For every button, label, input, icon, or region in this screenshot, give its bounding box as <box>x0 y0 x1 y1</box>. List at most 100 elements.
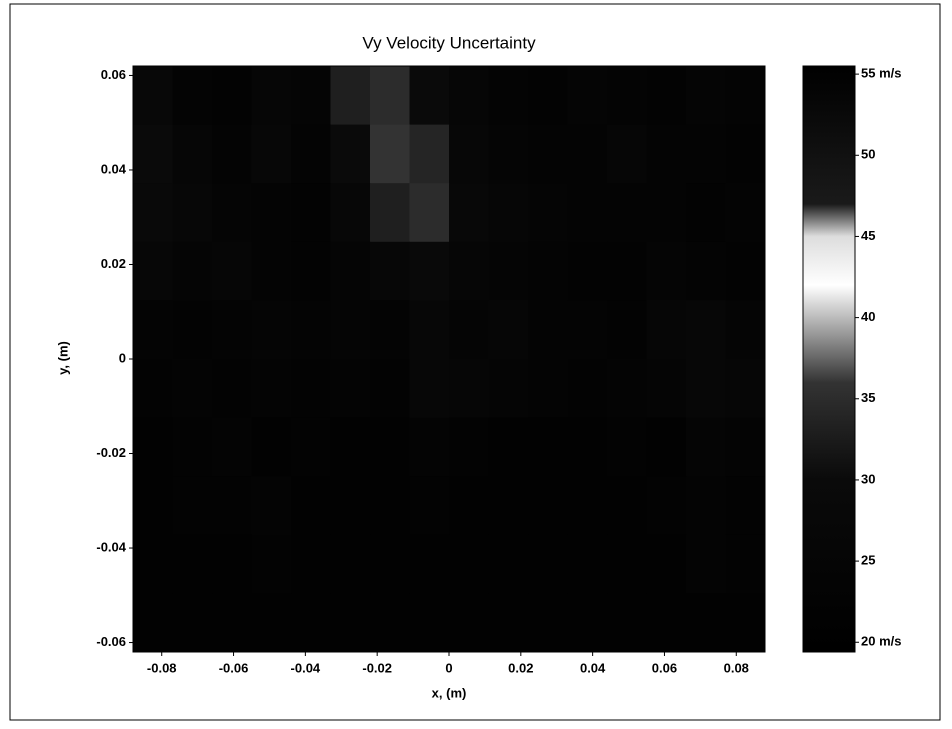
heat-cell <box>686 593 726 653</box>
heat-cell <box>646 66 687 126</box>
heat-cell <box>212 359 252 419</box>
heat-cell <box>528 593 568 653</box>
heat-cell <box>251 534 292 594</box>
heat-cell <box>330 359 371 419</box>
heat-cell <box>607 417 647 477</box>
heat-cell <box>607 593 647 653</box>
heat-cell <box>291 593 331 653</box>
heat-cell <box>409 66 450 126</box>
heat-cell <box>409 183 450 243</box>
heat-cell <box>251 300 292 360</box>
heat-cell <box>212 183 252 243</box>
heat-cell <box>607 300 647 360</box>
heat-cell <box>330 534 371 594</box>
heat-cell <box>725 66 766 126</box>
heat-cell <box>725 183 766 243</box>
heat-cell <box>725 124 766 184</box>
heat-cell <box>251 124 292 184</box>
heat-cell <box>607 241 647 301</box>
heat-cell <box>172 476 213 536</box>
heat-cell <box>251 241 292 301</box>
heat-cell <box>646 241 687 301</box>
heat-cell <box>528 66 568 126</box>
heat-cell <box>370 593 410 653</box>
heat-cell <box>370 241 410 301</box>
heat-cell <box>567 183 608 243</box>
heat-cell <box>488 300 529 360</box>
heat-cell <box>370 476 410 536</box>
heat-cell <box>488 417 529 477</box>
chart-title: Vy Velocity Uncertainty <box>362 33 536 52</box>
x-tick-label: -0.04 <box>291 660 321 675</box>
heat-cell <box>370 66 410 126</box>
plot-border <box>132 65 766 653</box>
heat-cell <box>409 124 450 184</box>
heat-cell <box>725 534 766 594</box>
y-tick-label: 0.02 <box>101 256 126 271</box>
heat-cell <box>725 593 766 653</box>
heat-cell <box>528 124 568 184</box>
x-tick-label: 0.02 <box>508 660 533 675</box>
heat-cell <box>330 66 371 126</box>
heat-cell <box>212 300 252 360</box>
heat-cell <box>133 300 173 360</box>
heat-cell <box>330 476 371 536</box>
heat-cell <box>212 66 252 126</box>
heat-cell <box>133 417 173 477</box>
y-tick-label: 0.06 <box>101 67 126 82</box>
heat-cell <box>449 359 489 419</box>
heat-cell <box>449 476 489 536</box>
heat-cell <box>449 66 489 126</box>
heat-cell <box>567 66 608 126</box>
heat-cell <box>212 476 252 536</box>
colorbar-tick-label: 35 <box>861 390 875 405</box>
heat-cell <box>449 417 489 477</box>
heat-cell <box>291 66 331 126</box>
heat-cell <box>646 534 687 594</box>
heat-cell <box>172 534 213 594</box>
heat-cell <box>251 476 292 536</box>
heat-cell <box>212 534 252 594</box>
heat-cell <box>488 66 529 126</box>
heat-cell <box>488 476 529 536</box>
y-tick-label: 0.04 <box>101 161 127 176</box>
heat-cell <box>133 534 173 594</box>
x-tick-label: 0.08 <box>724 660 749 675</box>
heat-cell <box>370 183 410 243</box>
heat-cell <box>725 476 766 536</box>
heat-cell <box>370 417 410 477</box>
heat-cell <box>686 183 726 243</box>
heat-cell <box>409 359 450 419</box>
heat-cell <box>607 124 647 184</box>
y-tick-label: -0.02 <box>96 445 126 460</box>
heat-cell <box>133 476 173 536</box>
heat-cell <box>646 476 687 536</box>
heat-cell <box>291 300 331 360</box>
heat-cell <box>330 183 371 243</box>
heat-cell <box>567 417 608 477</box>
heat-cell <box>133 66 173 126</box>
heat-cell <box>370 534 410 594</box>
heat-cell <box>370 124 410 184</box>
colorbar-tick-label: 20 m/s <box>861 634 901 649</box>
heat-cell <box>212 124 252 184</box>
heat-cell <box>607 66 647 126</box>
heat-cell <box>686 124 726 184</box>
colorbar-tick-label: 45 <box>861 228 875 243</box>
y-tick-label: 0 <box>119 350 126 365</box>
heat-cell <box>409 417 450 477</box>
heat-cell <box>212 593 252 653</box>
heat-cell <box>488 359 529 419</box>
heat-cell <box>686 300 726 360</box>
heat-cell <box>488 183 529 243</box>
heat-cell <box>449 534 489 594</box>
x-tick-label: 0.04 <box>580 660 606 675</box>
heat-cell <box>133 593 173 653</box>
heat-cell <box>133 183 173 243</box>
heat-cell <box>172 300 213 360</box>
heat-cell <box>251 66 292 126</box>
heat-cell <box>646 359 687 419</box>
heat-cell <box>567 300 608 360</box>
heat-cell <box>172 241 213 301</box>
